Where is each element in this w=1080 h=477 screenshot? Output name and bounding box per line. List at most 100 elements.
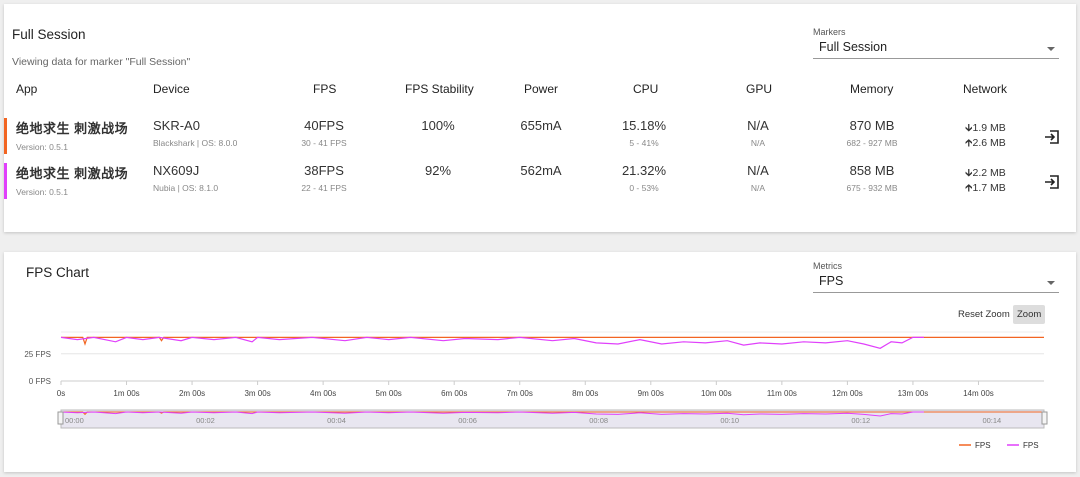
fps-range: 30 - 41 FPS (301, 138, 347, 148)
x-tick-label: 5m 00s (376, 389, 402, 398)
fps-cell: 38FPS 22 - 41 FPS (284, 163, 364, 193)
power-value: 655mA (520, 118, 562, 133)
x-tick-label: 6m 00s (441, 389, 467, 398)
network-up: 🡱1.7 MB (965, 181, 1006, 196)
arrow-down-icon: 🡳 (965, 122, 973, 134)
metrics-value: FPS (813, 274, 1059, 293)
memory-cell: 858 MB 675 - 932 MB (832, 163, 912, 193)
metrics-label: Metrics (813, 261, 842, 271)
cpu-value: 21.32% (621, 163, 667, 178)
y-tick-label: 0 FPS (29, 377, 51, 386)
device-info: Nubia | OS: 8.1.0 (153, 183, 219, 193)
header-power: Power (524, 82, 559, 96)
navigator-tick-label: 00:10 (720, 416, 739, 425)
markers-select[interactable]: Markers Full Session (813, 27, 1059, 59)
cpu-value: 15.18% (621, 118, 667, 133)
power-cell: 562mA (501, 163, 581, 178)
arrow-up-icon: 🡱 (965, 182, 973, 194)
header-device: Device (153, 82, 190, 96)
y-tick-label: 25 FPS (24, 350, 51, 359)
x-tick-label: 14m 00s (963, 389, 994, 398)
device-info: Blackshark | OS: 8.0.0 (153, 138, 238, 148)
navigator-tick-label: 00:12 (851, 416, 870, 425)
navigator-tick-label: 00:08 (589, 416, 608, 425)
arrow-down-icon: 🡳 (965, 167, 973, 179)
network-down: 🡳2.2 MB (965, 166, 1006, 181)
network-up-value: 2.6 MB (972, 137, 1006, 149)
header-fps-stability: FPS Stability (405, 82, 474, 96)
header-app: App (16, 82, 38, 96)
gpu-cell: N/A N/A (718, 163, 798, 193)
x-tick-label: 1m 00s (113, 389, 139, 398)
app-version: Version: 0.5.1 (16, 187, 68, 197)
stability-value: 100% (421, 118, 455, 133)
reset-zoom-button[interactable]: Reset Zoom (958, 309, 1010, 320)
device-cell: SKR-A0 Blackshark | OS: 8.0.0 (153, 118, 237, 148)
x-tick-label: 2m 00s (179, 389, 205, 398)
x-tick-label: 8m 00s (572, 389, 598, 398)
chart-title: FPS Chart (26, 265, 90, 280)
app-name: 绝地求生 刺激战场 (16, 166, 129, 181)
app-version: Version: 0.5.1 (16, 142, 68, 152)
fps-chart-card: FPS Chart Metrics FPS Reset Zoom Zoom 25… (4, 252, 1076, 472)
markers-value: Full Session (813, 40, 1059, 59)
session-summary-card: Full Session Viewing data for marker "Fu… (4, 4, 1076, 232)
gpu-value: N/A (747, 163, 769, 178)
navigator-tick-label: 00:04 (327, 416, 346, 425)
navigator-handle-right (1041, 411, 1048, 425)
cpu-cell: 21.32% 0 - 53% (604, 163, 684, 193)
x-tick-label: 12m 00s (832, 389, 863, 398)
app-name: 绝地求生 刺激战场 (16, 121, 129, 136)
fps-line-chart[interactable]: 25 FPS 0 FPS 0s 1m 00s 2m 00s 3m 00s 4m 00s 5m … (4, 252, 1076, 472)
header-network: Network (963, 82, 1008, 96)
cpu-cell: 15.18% 5 - 41% (604, 118, 684, 148)
app-cell: 绝地求生 刺激战场 Version: 0.5.1 (16, 118, 128, 152)
navigator-tick-label: 00:02 (196, 416, 215, 425)
series-line-2 (60, 336, 924, 349)
metrics-select[interactable]: Metrics FPS (813, 261, 1059, 293)
session-title: Full Session (12, 27, 86, 42)
memory-cell: 870 MB 682 - 927 MB (832, 118, 912, 148)
navigator-handle-left (57, 411, 64, 425)
table-row: 绝地求生 刺激战场 Version: 0.5.1 SKR-A0 Blacksha… (4, 118, 1076, 158)
network-cell: 🡳2.2 MB 🡱1.7 MB (965, 166, 1006, 196)
stability-cell: 92% (398, 163, 478, 178)
fps-range: 22 - 41 FPS (301, 183, 347, 193)
chevron-down-icon (1047, 281, 1055, 285)
x-tick-label: 10m 00s (701, 389, 732, 398)
network-up: 🡱2.6 MB (965, 136, 1006, 151)
session-subtitle: Viewing data for marker "Full Session" (12, 56, 191, 68)
navigator-tick-label: 00:00 (65, 416, 84, 425)
network-up-value: 1.7 MB (972, 182, 1006, 194)
x-tick-label: 3m 00s (244, 389, 270, 398)
memory-value: 870 MB (849, 118, 895, 133)
cpu-range: 5 - 41% (629, 138, 659, 148)
navigator-line-2 (60, 411, 924, 417)
table-row: 绝地求生 刺激战场 Version: 0.5.1 NX609J Nubia | … (4, 163, 1076, 203)
app-cell: 绝地求生 刺激战场 Version: 0.5.1 (16, 163, 128, 197)
fps-cell: 40FPS 30 - 41 FPS (284, 118, 364, 148)
export-icon[interactable] (1044, 174, 1060, 190)
network-down: 🡳1.9 MB (965, 121, 1006, 136)
network-down-value: 1.9 MB (972, 122, 1006, 134)
network-cell: 🡳1.9 MB 🡱2.6 MB (965, 121, 1006, 151)
x-tick-label: 13m 00s (898, 389, 929, 398)
x-tick-label: 0s (57, 389, 65, 398)
memory-range: 682 - 927 MB (846, 138, 898, 148)
x-tick-label: 11m 00s (767, 389, 797, 398)
markers-label: Markers (813, 27, 846, 37)
navigator-tick-label: 00:06 (458, 416, 477, 425)
arrow-up-icon: 🡱 (965, 137, 973, 149)
header-memory: Memory (850, 82, 894, 96)
export-icon[interactable] (1044, 129, 1060, 145)
device-name: SKR-A0 (153, 118, 200, 133)
cpu-range: 0 - 53% (629, 183, 659, 193)
memory-range: 675 - 932 MB (846, 183, 898, 193)
fps-value: 40FPS (304, 118, 344, 133)
memory-value: 858 MB (849, 163, 895, 178)
stability-cell: 100% (398, 118, 478, 133)
gpu-sub: N/A (750, 138, 766, 148)
gpu-value: N/A (747, 118, 769, 133)
row-color-bar (4, 163, 7, 199)
zoom-button[interactable]: Zoom (1013, 305, 1046, 324)
